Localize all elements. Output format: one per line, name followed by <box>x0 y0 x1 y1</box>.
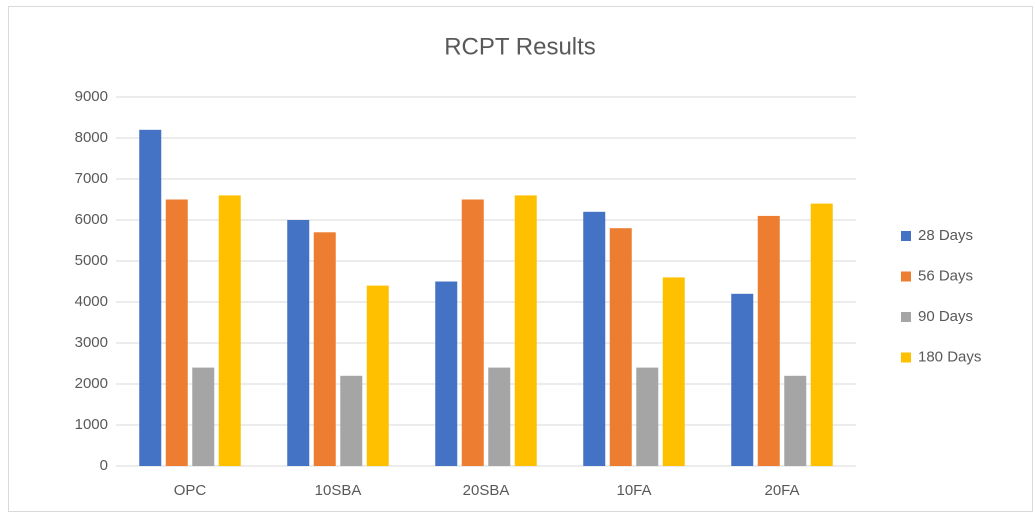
x-tick-label: 20SBA <box>463 482 510 499</box>
x-tick-label: 10FA <box>616 482 651 499</box>
y-tick-label: 2000 <box>75 375 108 392</box>
y-tick-label: 6000 <box>75 211 108 228</box>
legend-swatch <box>901 352 911 363</box>
y-tick-label: 9000 <box>75 88 108 105</box>
bar <box>165 199 188 466</box>
y-tick-label: 5000 <box>75 252 108 269</box>
x-tick-label: OPC <box>174 482 207 499</box>
bar <box>139 129 162 467</box>
bar <box>514 195 537 466</box>
legend-label: 180 Days <box>918 348 981 365</box>
bar <box>366 285 389 466</box>
legend-swatch <box>901 231 911 241</box>
bar <box>810 203 833 466</box>
bar <box>636 367 659 466</box>
legend-swatch <box>901 312 911 322</box>
bar <box>662 277 685 466</box>
x-tick-label: 20FA <box>764 482 799 499</box>
legend-label: 56 Days <box>918 267 973 284</box>
bar <box>218 195 241 466</box>
bar <box>313 232 336 466</box>
y-tick-label: 3000 <box>75 334 108 351</box>
y-tick-label: 8000 <box>75 129 108 146</box>
bar <box>192 367 215 466</box>
legend-swatch <box>901 271 911 282</box>
bar <box>340 375 363 466</box>
y-tick-label: 0 <box>100 457 108 474</box>
bar <box>583 211 606 466</box>
y-tick-label: 7000 <box>75 170 108 187</box>
legend-label: 90 Days <box>918 308 973 325</box>
y-tick-label: 1000 <box>75 416 108 433</box>
bar <box>784 375 807 466</box>
bar <box>609 228 632 466</box>
x-tick-label: 10SBA <box>315 482 362 499</box>
chart-title: RCPT Results <box>444 33 596 60</box>
bar <box>731 293 754 466</box>
y-tick-label: 4000 <box>75 293 108 310</box>
bar <box>461 199 484 466</box>
bar <box>435 281 458 466</box>
bar <box>757 215 780 466</box>
bar <box>488 367 511 466</box>
legend-label: 28 Days <box>918 227 973 244</box>
bar <box>287 220 310 466</box>
